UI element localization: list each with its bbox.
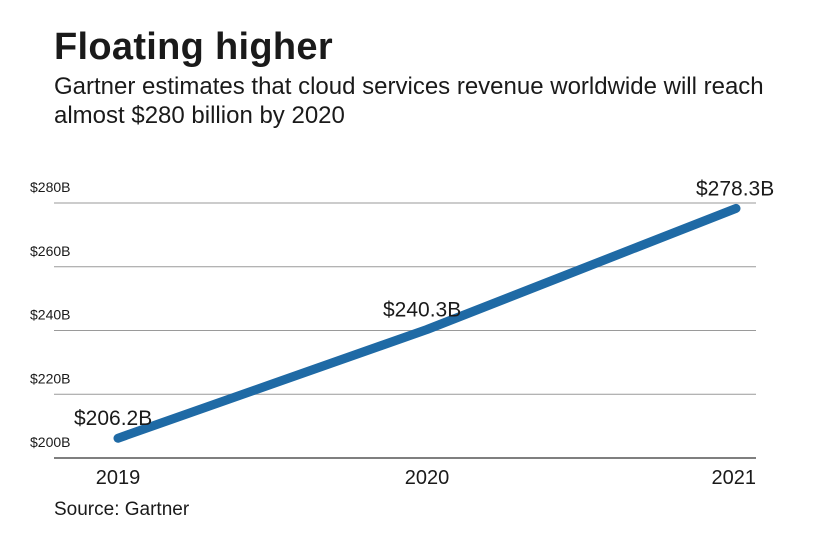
x-tick-label-2019: 2019	[96, 467, 141, 489]
y-tick-label: $200B	[30, 434, 70, 450]
y-tick-label: $220B	[30, 370, 70, 386]
data-label-2020: $240.3B	[383, 299, 461, 322]
source-note: Source: Gartner	[54, 499, 190, 520]
x-tick-label-2020: 2020	[405, 467, 450, 489]
chart-title: Floating higher	[54, 26, 333, 68]
y-tick-label: $240B	[30, 307, 70, 323]
data-label-2019: $206.2B	[74, 407, 152, 430]
x-tick-label-2021: 2021	[712, 467, 757, 489]
y-tick-label: $260B	[30, 243, 70, 259]
chart-subtitle: Gartner estimates that cloud services re…	[54, 73, 764, 129]
series-line-cloud-revenue	[113, 203, 741, 443]
y-tick-label: $280B	[30, 179, 70, 195]
data-label-2021: $278.3B	[696, 177, 774, 200]
